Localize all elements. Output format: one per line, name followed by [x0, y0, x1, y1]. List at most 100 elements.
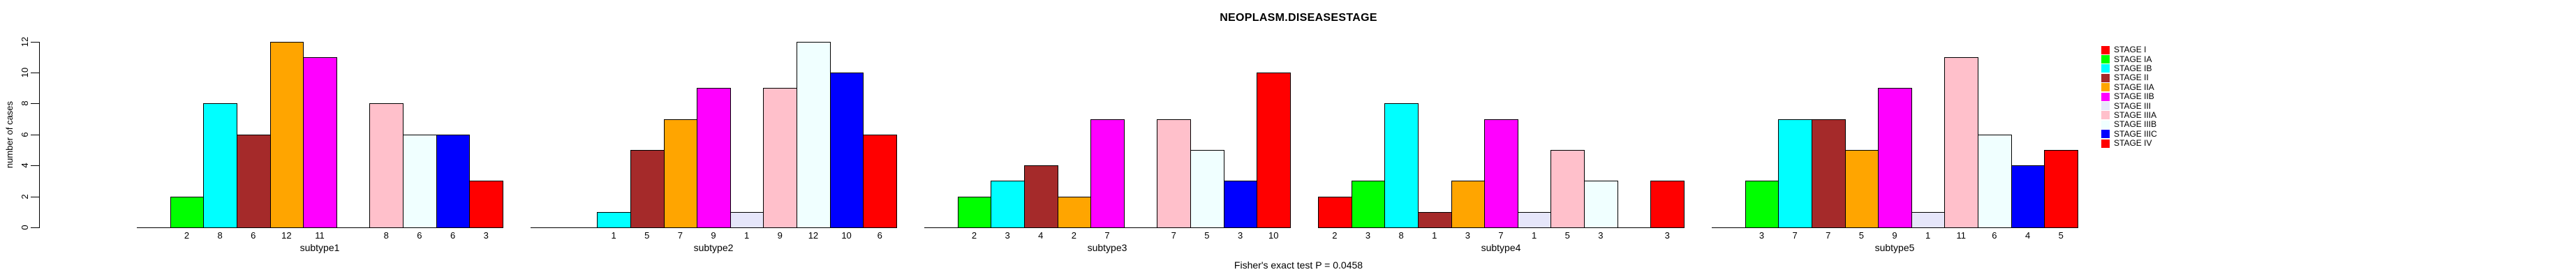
legend: STAGE I STAGE IA STAGE IB STAGE II STAGE IIA… [2101, 45, 2157, 148]
bar-value-label: 1 [1925, 230, 1931, 241]
bar [436, 134, 471, 228]
bar [2044, 150, 2079, 228]
bar-value-label: 2 [184, 230, 190, 241]
panel-x-label: subtype2 [693, 242, 734, 253]
bar [1778, 119, 1812, 228]
bar-value-label: 7 [1792, 230, 1798, 241]
legend-label: STAGE IIB [2114, 91, 2154, 102]
bar [797, 41, 831, 228]
bar-value-label: 3 [1005, 230, 1010, 241]
bar-value-label: 9 [711, 230, 716, 241]
panel-x-label: subtype4 [1481, 242, 1521, 253]
bar [1811, 119, 1846, 228]
legend-row: STAGE IIB [2101, 92, 2157, 101]
bar-value-label: 3 [483, 230, 489, 241]
bar-value-label: 1 [1532, 230, 1537, 241]
bar-value-label: 5 [1564, 230, 1570, 241]
legend-color-swatch [2101, 64, 2110, 73]
bar-value-label: 7 [1498, 230, 1504, 241]
legend-label: STAGE IIIB [2114, 119, 2157, 130]
y-axis-tick-label: 4 [20, 163, 30, 168]
bar [1650, 181, 1685, 228]
bar-value-label: 9 [777, 230, 783, 241]
legend-color-swatch [2101, 139, 2110, 148]
legend-row: STAGE III [2101, 101, 2157, 111]
bar [236, 134, 271, 228]
bar [630, 150, 665, 228]
legend-color-swatch [2101, 45, 2110, 54]
bar-value-label: 6 [450, 230, 456, 241]
bar-value-label: 5 [644, 230, 650, 241]
legend-row: STAGE IIIC [2101, 128, 2157, 139]
legend-label: STAGE IIIC [2114, 128, 2157, 139]
y-axis-tick [31, 227, 39, 228]
bar-value-label: 1 [1432, 230, 1437, 241]
bar-value-label: 9 [1892, 230, 1897, 241]
legend-color-swatch [2101, 55, 2110, 64]
y-axis-title: number of cases [4, 100, 15, 169]
bar-value-label: 4 [1038, 230, 1044, 241]
bar-value-label: 12 [808, 230, 819, 241]
bar-value-label: 3 [1759, 230, 1765, 241]
bar [2011, 165, 2045, 228]
bar [697, 88, 731, 228]
legend-row: STAGE IIIB [2101, 120, 2157, 129]
bar-value-label: 3 [1664, 230, 1670, 241]
bar-value-label: 5 [2058, 230, 2064, 241]
bar-value-label: 6 [251, 230, 256, 241]
legend-label: STAGE IA [2114, 54, 2152, 64]
bar [403, 134, 437, 228]
bar-value-label: 10 [841, 230, 852, 241]
legend-label: STAGE II [2114, 73, 2149, 83]
bar [1550, 150, 1585, 228]
bar [1057, 196, 1092, 228]
legend-color-swatch [2101, 92, 2110, 101]
legend-row: STAGE IIIA [2101, 110, 2157, 120]
bar [1484, 119, 1518, 228]
bar [763, 88, 798, 228]
bar [663, 119, 698, 228]
fisher-test-note: Fisher's exact test P = 0.0458 [1234, 259, 1363, 271]
y-axis-tick-label: 12 [20, 36, 30, 47]
bar-value-label: 11 [315, 230, 325, 241]
y-axis-tick-label: 0 [20, 225, 30, 230]
y-axis-tick-label: 2 [20, 193, 30, 199]
bar [1384, 103, 1419, 228]
bar-value-label: 1 [611, 230, 616, 241]
bar-value-label: 4 [2024, 230, 2031, 241]
bar [269, 41, 304, 228]
legend-label: STAGE IIIA [2114, 110, 2157, 120]
panel-x-label: subtype3 [1087, 242, 1127, 253]
y-axis-tick-label: 8 [20, 100, 30, 107]
bar [1451, 181, 1486, 228]
bar [1417, 211, 1452, 228]
bar-value-label: 7 [1826, 230, 1831, 241]
bar [1023, 165, 1058, 228]
bar [1584, 181, 1618, 228]
bar-value-label: 5 [1858, 230, 1864, 241]
y-axis-tick-label: 10 [20, 67, 30, 78]
y-axis-tick [31, 41, 39, 43]
bar [1517, 211, 1552, 228]
legend-color-swatch [2101, 111, 2110, 120]
bar [303, 56, 337, 228]
bar-value-label: 6 [1992, 230, 1997, 241]
legend-color-swatch [2101, 83, 2110, 92]
bar [1090, 119, 1125, 228]
bar [863, 134, 898, 228]
legend-row: STAGE II [2101, 73, 2157, 82]
bar-value-label: 8 [1398, 230, 1404, 241]
bar [1318, 196, 1352, 228]
bar-value-label: 7 [1104, 230, 1110, 241]
legend-row: STAGE IV [2101, 139, 2157, 148]
bar [1223, 181, 1258, 228]
bar [1944, 56, 1979, 228]
chart-title: NEOPLASM.DISEASESTAGE [1220, 12, 1377, 24]
bar [829, 73, 864, 228]
bar-value-label: 11 [1956, 230, 1967, 241]
bar-value-label: 3 [1465, 230, 1470, 241]
legend-label: STAGE IV [2114, 138, 2152, 149]
bar-value-label: 8 [217, 230, 223, 241]
bar-value-label: 8 [383, 230, 389, 241]
